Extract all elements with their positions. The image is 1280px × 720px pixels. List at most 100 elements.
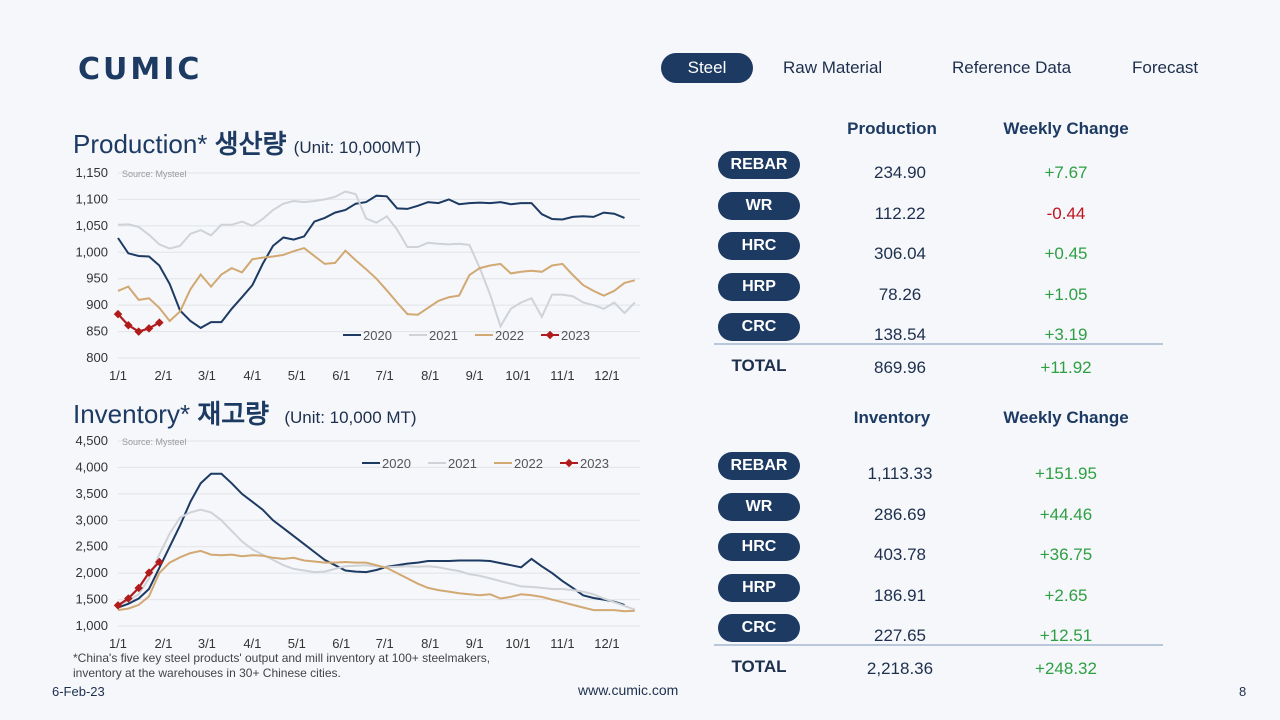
cumic-logo[interactable]: CUMIC — [78, 52, 203, 87]
inventory-total-change: +248.32 — [1035, 659, 1097, 678]
production-title-en: Production* — [73, 129, 208, 159]
data-point-2023 — [144, 324, 154, 333]
production-row-value: 78.26 — [878, 284, 922, 304]
x-tick-label: 8/1 — [421, 368, 439, 383]
inventory-total-value: 2,218.36 — [866, 659, 934, 678]
x-tick-label: 8/1 — [421, 636, 439, 651]
data-point-2023 — [113, 309, 123, 319]
data-point-2023 — [124, 320, 133, 330]
inventory-title-en: Inventory* — [73, 399, 191, 429]
x-tick-label: 7/1 — [376, 636, 394, 651]
chart-source: Source: Mysteel — [122, 437, 187, 447]
legend-label: 2021 — [448, 456, 477, 471]
production-row-label-crc[interactable]: CRC — [718, 313, 800, 341]
inventory-row-label-crc[interactable]: CRC — [718, 614, 800, 642]
y-tick-label: 950 — [86, 271, 108, 286]
production-row-value: 138.54 — [874, 325, 926, 344]
production-row-label-wr[interactable]: WR — [718, 191, 800, 220]
inventory-row-value: 186.91 — [874, 585, 926, 605]
footer-date: 6-Feb-23 — [52, 684, 105, 699]
x-tick-label: 6/1 — [332, 368, 350, 383]
production-row-label-hrp[interactable]: HRP — [718, 272, 800, 301]
production-line-chart: 800 850 900 950 1,000 1,050 1,100 1,150 1/1 2/1 3/… — [75, 165, 640, 383]
legend-label: 2020 — [382, 456, 411, 471]
y-tick-label: 850 — [86, 324, 108, 339]
footnote-line-2: inventory at the warehouses in 30+ Chine… — [73, 666, 341, 680]
series-line-2020 — [117, 472, 625, 609]
inventory-row-value: 403.78 — [874, 545, 926, 564]
data-point-2023 — [144, 568, 154, 577]
production-change-col-header: Weekly Change — [1003, 119, 1129, 138]
inventory-total-divider — [714, 644, 1163, 646]
legend-item-2022: 2022 — [494, 456, 543, 471]
tab-reference-data[interactable]: Reference Data — [952, 58, 1072, 77]
x-tick-label: 5/1 — [288, 636, 306, 651]
inventory-row-label-hrc[interactable]: HRC — [718, 533, 800, 561]
series-line-2020 — [117, 194, 625, 330]
inventory-row-change: +36.75 — [1039, 545, 1093, 564]
legend-item-2023: 2023 — [560, 456, 609, 471]
x-tick-label: 2/1 — [154, 636, 172, 651]
production-row-label-hrc[interactable]: HRC — [718, 232, 800, 260]
x-tick-label: 11/1 — [550, 636, 574, 651]
y-tick-label: 3,000 — [75, 512, 108, 527]
chart-source: Source: Mysteel — [122, 169, 187, 179]
legend-item-2023: 2023 — [541, 328, 590, 343]
y-tick-label: 2,000 — [75, 565, 108, 580]
y-tick-label: 3,500 — [75, 486, 108, 501]
inventory-row-change: +44.46 — [1039, 504, 1093, 524]
y-tick-label: 4,500 — [75, 433, 108, 448]
inventory-row-change: +12.51 — [1039, 626, 1093, 645]
x-tick-label: 12/1 — [594, 636, 619, 651]
tab-steel[interactable]: Steel — [661, 53, 753, 83]
production-title: Production* 생산량 (Unit: 10,000MT) — [73, 124, 421, 161]
y-tick-label: 1,150 — [75, 165, 108, 180]
series-line-2021 — [117, 508, 636, 611]
y-tick-label: 900 — [86, 297, 108, 312]
inventory-row-change: +151.95 — [1035, 464, 1097, 483]
y-tick-label: 1,500 — [75, 592, 108, 607]
x-tick-label: 3/1 — [198, 636, 216, 651]
production-row-change: +7.67 — [1044, 163, 1088, 182]
footnote-line-1: *China's five key steel products' output… — [73, 651, 491, 665]
data-point-2023 — [113, 601, 123, 610]
footer-url[interactable]: www.cumic.com — [578, 682, 679, 698]
x-tick-label: 11/1 — [550, 368, 574, 383]
inventory-row-change: +2.65 — [1044, 585, 1088, 605]
legend-label: 2023 — [561, 328, 590, 343]
inventory-title-kr: 재고량 — [197, 400, 270, 430]
y-tick-label: 4,000 — [75, 459, 108, 474]
series-line-2022 — [117, 246, 636, 323]
series-line-2021 — [117, 190, 636, 329]
legend-item-2022: 2022 — [475, 328, 524, 343]
y-tick-label: 1,100 — [75, 191, 108, 206]
inventory-total-label: TOTAL — [731, 657, 787, 676]
legend-item-2020: 2020 — [362, 456, 411, 471]
production-total-value: 869.96 — [874, 358, 926, 377]
y-tick-label: 1,000 — [75, 618, 108, 633]
inventory-row-label-hrp[interactable]: HRP — [718, 573, 800, 602]
tab-raw-material[interactable]: Raw Material — [783, 58, 883, 77]
inventory-line-chart: 1,000 1,500 2,000 2,500 3,000 3,500 4,000 4,500… — [75, 433, 640, 651]
production-row-label-rebar[interactable]: REBAR — [718, 151, 800, 179]
x-tick-label: 1/1 — [109, 636, 127, 651]
production-total-label: TOTAL — [731, 356, 787, 375]
inventory-row-value: 1,113.33 — [867, 464, 933, 483]
page-number: 8 — [1239, 684, 1247, 699]
x-tick-label: 3/1 — [198, 368, 216, 383]
inventory-title: Inventory* 재고량 (Unit: 10,000 MT) — [73, 394, 417, 431]
x-tick-label: 6/1 — [332, 636, 350, 651]
legend-label: 2021 — [429, 328, 458, 343]
legend-item-2020: 2020 — [343, 328, 392, 343]
inventory-row-label-rebar[interactable]: REBAR — [718, 452, 800, 480]
series-line-2022 — [117, 549, 635, 613]
inventory-col-header: Inventory — [853, 408, 931, 427]
production-unit: (Unit: 10,000MT) — [293, 138, 422, 157]
x-tick-label: 7/1 — [376, 368, 394, 383]
x-tick-label: 10/1 — [505, 368, 530, 383]
legend-item-2021: 2021 — [409, 328, 458, 343]
tab-forecast[interactable]: Forecast — [1132, 58, 1199, 77]
production-row-value: 234.90 — [874, 163, 926, 182]
y-tick-label: 2,500 — [75, 539, 108, 554]
inventory-row-label-wr[interactable]: WR — [718, 492, 800, 521]
